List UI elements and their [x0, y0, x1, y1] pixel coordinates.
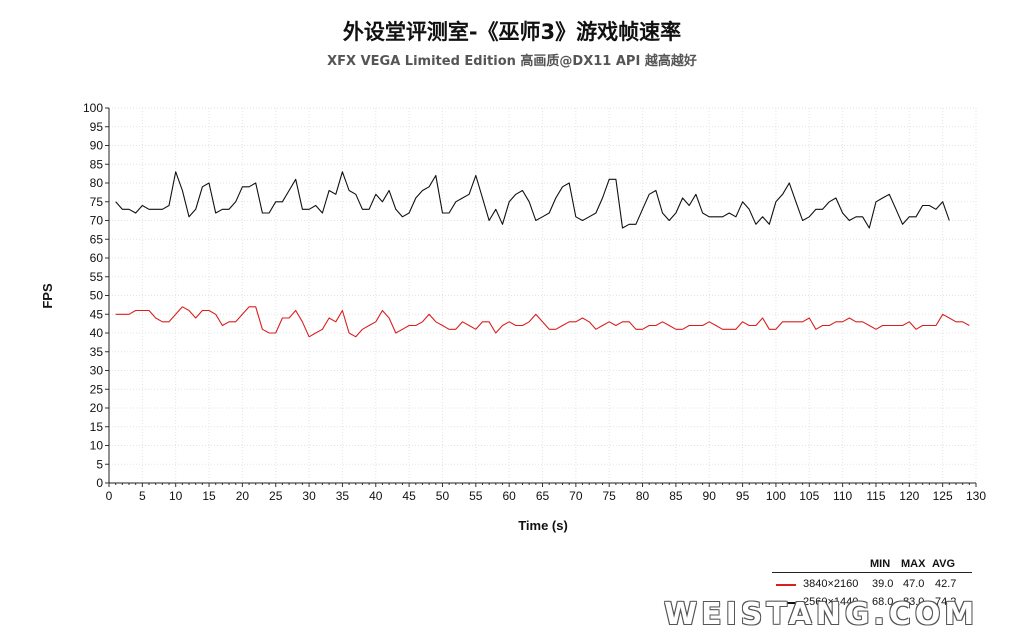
x-tick-label: 130: [966, 489, 986, 503]
stat-max: 47.0: [903, 578, 925, 590]
legend-label: 2560×1440: [803, 596, 859, 608]
x-tick-label: 100: [766, 489, 786, 503]
header-min: MIN: [870, 558, 891, 570]
header-max: MAX: [901, 558, 926, 570]
x-tick-label: 90: [703, 489, 717, 503]
x-tick-label: 50: [436, 489, 450, 503]
x-axis-label: Time (s): [518, 518, 568, 533]
legend-row-3840: 3840×2160 39.0 47.0 42.7: [772, 573, 972, 591]
y-tick-label: 5: [96, 457, 103, 471]
y-tick-label: 55: [90, 270, 104, 284]
y-tick-label: 20: [90, 401, 104, 415]
stat-min: 39.0: [872, 578, 894, 590]
y-tick-label: 15: [90, 420, 104, 434]
legend-swatch-black: [776, 602, 796, 604]
x-tick-label: 20: [236, 489, 250, 503]
y-axis-label: FPS: [40, 283, 55, 309]
series-line: [115, 171, 950, 229]
y-tick-label: 30: [90, 364, 104, 378]
x-tick-label: 55: [469, 489, 483, 503]
y-tick-label: 95: [90, 120, 104, 134]
x-tick-label: 105: [799, 489, 819, 503]
x-tick-label: 40: [369, 489, 383, 503]
watermark-logo: WEISTANG.COM: [664, 597, 979, 632]
x-tick-label: 25: [269, 489, 283, 503]
legend-row-2560: 2560×1440 68.0 83.0 74.2: [772, 591, 972, 609]
y-tick-label: 45: [90, 307, 104, 321]
x-tick-label: 45: [402, 489, 416, 503]
x-tick-label: 5: [139, 489, 146, 503]
y-tick-label: 65: [90, 232, 104, 246]
chart-subtitle: XFX VEGA Limited Edition 高画质@DX11 API 越高…: [327, 54, 697, 69]
x-tick-label: 85: [669, 489, 683, 503]
x-tick-label: 0: [106, 489, 113, 503]
x-tick-label: 125: [933, 489, 953, 503]
axes: 0510152025303540455055606570758085909510…: [83, 101, 986, 503]
stat-avg: 74.2: [935, 596, 957, 608]
y-tick-label: 0: [96, 476, 103, 490]
x-tick-label: 70: [569, 489, 583, 503]
x-tick-label: 30: [302, 489, 316, 503]
x-tick-label: 75: [603, 489, 617, 503]
header-avg: AVG: [932, 558, 956, 570]
stat-avg: 42.7: [935, 578, 957, 590]
y-tick-label: 100: [83, 101, 103, 115]
legend-swatch-red: [776, 584, 796, 586]
y-tick-label: 80: [90, 176, 104, 190]
x-tick-label: 120: [899, 489, 919, 503]
y-tick-label: 70: [90, 214, 104, 228]
x-tick-label: 115: [866, 489, 885, 503]
series-line: [115, 306, 970, 338]
grid: [108, 107, 977, 484]
chart-title: 外设堂评测室-《巫师3》游戏帧速率: [342, 20, 682, 44]
y-tick-label: 10: [90, 439, 104, 453]
x-tick-label: 95: [736, 489, 750, 503]
x-tick-label: 15: [202, 489, 216, 503]
y-tick-label: 40: [90, 326, 104, 340]
y-tick-label: 25: [90, 382, 104, 396]
x-tick-label: 80: [636, 489, 650, 503]
x-tick-label: 60: [502, 489, 516, 503]
series-lines: [115, 171, 970, 338]
y-tick-label: 35: [90, 345, 104, 359]
y-tick-label: 75: [90, 195, 104, 209]
stat-min: 68.0: [872, 596, 894, 608]
x-tick-label: 110: [833, 489, 852, 503]
legend-label: 3840×2160: [803, 578, 859, 590]
stat-max: 83.0: [903, 596, 925, 608]
y-tick-label: 90: [90, 139, 104, 153]
stats-legend: MIN MAX AVG 3840×2160 39.0 47.0 42.7 256…: [772, 556, 972, 609]
y-tick-label: 85: [90, 157, 104, 171]
y-tick-label: 50: [90, 289, 104, 303]
y-tick-label: 60: [90, 251, 104, 265]
x-tick-label: 10: [169, 489, 183, 503]
x-tick-label: 65: [536, 489, 550, 503]
stats-header: MIN MAX AVG: [772, 556, 972, 573]
x-tick-label: 35: [336, 489, 350, 503]
